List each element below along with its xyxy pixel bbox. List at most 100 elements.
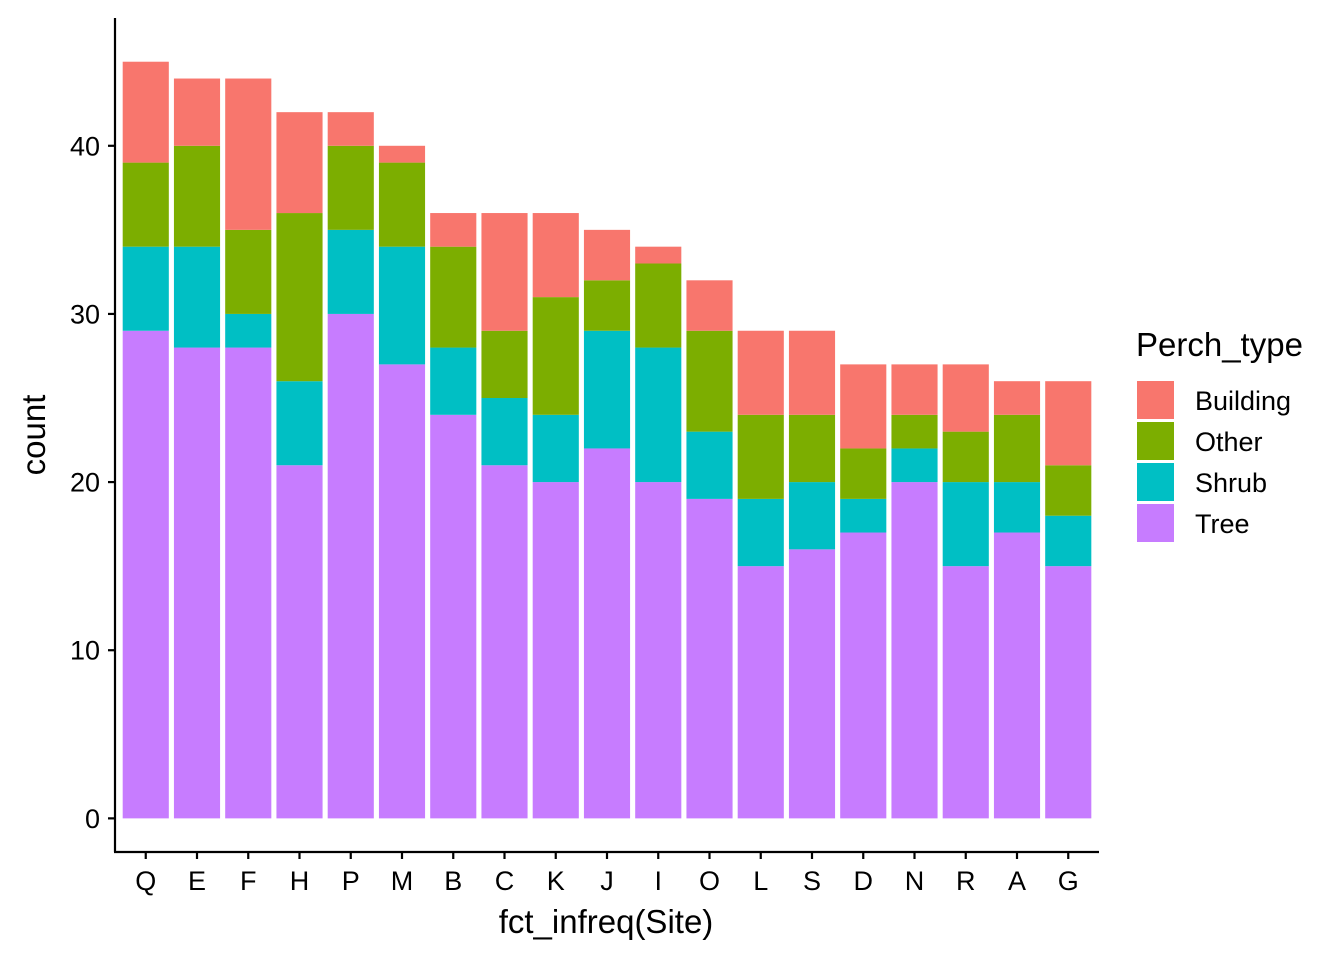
x-tick-label-A: A [1008, 866, 1026, 896]
x-tick-label-G: G [1058, 866, 1079, 896]
bar-H-tree [276, 465, 323, 819]
x-tick-label-D: D [854, 866, 874, 896]
bar-I-other [635, 263, 682, 348]
x-tick-label-P: P [342, 866, 360, 896]
bar-L-shrub [737, 498, 784, 567]
bar-G-tree [1045, 566, 1092, 819]
bar-S-building [788, 330, 836, 415]
bar-P-shrub [327, 229, 374, 314]
bar-P-tree [327, 313, 374, 819]
legend-title: Perch_type [1136, 326, 1303, 363]
x-tick-label-O: O [699, 866, 720, 896]
bar-F-building [225, 78, 272, 230]
bar-M-tree [378, 364, 426, 819]
bar-G-building [1045, 381, 1092, 466]
legend-label-other: Other [1195, 427, 1263, 457]
bar-I-building [635, 246, 682, 264]
bar-C-other [481, 330, 528, 399]
bar-N-shrub [891, 448, 938, 483]
bar-O-building [686, 280, 733, 331]
bar-H-other [276, 213, 323, 382]
bars-layer [122, 61, 1092, 819]
bar-E-other [173, 145, 221, 247]
legend-label-building: Building [1195, 386, 1291, 416]
bar-B-shrub [430, 347, 477, 415]
bar-G-other [1045, 465, 1092, 516]
bar-E-building [173, 78, 221, 146]
bar-A-building [993, 381, 1041, 415]
bar-H-building [276, 112, 323, 214]
x-tick-label-F: F [240, 866, 257, 896]
bar-D-shrub [840, 498, 887, 533]
bar-J-building [583, 229, 631, 281]
bar-R-tree [942, 566, 989, 819]
bar-C-shrub [481, 398, 528, 466]
bar-K-shrub [532, 414, 579, 483]
legend-key-other [1137, 422, 1174, 460]
legend-key-shrub [1137, 463, 1174, 501]
bar-Q-tree [122, 330, 169, 819]
y-tick-label: 0 [85, 804, 100, 834]
x-tick-label-M: M [391, 866, 414, 896]
bar-C-building [481, 213, 528, 331]
bar-A-other [993, 414, 1041, 483]
x-tick-label-I: I [654, 866, 662, 896]
bar-E-tree [173, 347, 221, 819]
y-tick-label: 10 [70, 636, 100, 666]
bar-O-shrub [686, 431, 733, 499]
bar-N-tree [891, 482, 938, 819]
bar-J-other [583, 280, 631, 331]
y-axis-title: count [15, 395, 52, 476]
y-axis-ticks: 0 10 20 30 40 [70, 131, 115, 834]
bar-F-tree [225, 347, 272, 819]
bar-K-other [532, 297, 579, 415]
bar-I-shrub [635, 347, 682, 483]
x-tick-label-Q: Q [135, 866, 156, 896]
bar-A-shrub [993, 482, 1041, 533]
bar-C-tree [481, 465, 528, 819]
bar-A-tree [993, 532, 1041, 819]
bar-J-shrub [583, 330, 631, 449]
bar-M-building [378, 145, 426, 163]
x-tick-label-R: R [956, 866, 976, 896]
bar-R-shrub [942, 482, 989, 567]
x-tick-label-J: J [600, 866, 614, 896]
bar-P-other [327, 145, 374, 230]
bar-S-other [788, 414, 836, 483]
y-tick-label: 40 [70, 131, 100, 161]
legend-key-tree [1137, 504, 1174, 542]
bar-B-tree [430, 414, 477, 819]
bar-K-tree [532, 482, 579, 819]
bar-H-shrub [276, 381, 323, 466]
bar-F-shrub [225, 313, 272, 348]
bar-G-shrub [1045, 515, 1092, 567]
bar-L-other [737, 414, 784, 499]
x-tick-label-S: S [803, 866, 821, 896]
bar-N-building [891, 364, 938, 415]
bar-B-other [430, 246, 477, 348]
bar-S-shrub [788, 482, 836, 550]
bar-M-shrub [378, 246, 426, 365]
y-tick-label: 20 [70, 468, 100, 498]
bar-O-other [686, 330, 733, 432]
bar-Q-shrub [122, 246, 169, 331]
bar-B-building [430, 213, 477, 247]
legend-label-tree: Tree [1195, 509, 1250, 539]
bar-Q-other [122, 162, 169, 247]
bar-L-building [737, 330, 784, 415]
x-tick-label-B: B [444, 866, 462, 896]
bar-R-building [942, 364, 989, 432]
bar-N-other [891, 414, 938, 449]
bar-Q-building [122, 61, 169, 163]
x-tick-label-K: K [547, 866, 565, 896]
bar-O-tree [686, 498, 733, 819]
bar-K-building [532, 213, 579, 298]
legend-label-shrub: Shrub [1195, 468, 1267, 498]
x-tick-label-H: H [290, 866, 310, 896]
bar-L-tree [737, 566, 784, 819]
bar-F-other [225, 229, 272, 314]
bar-R-other [942, 431, 989, 483]
legend-key-building [1137, 381, 1174, 419]
bar-D-building [840, 364, 887, 449]
